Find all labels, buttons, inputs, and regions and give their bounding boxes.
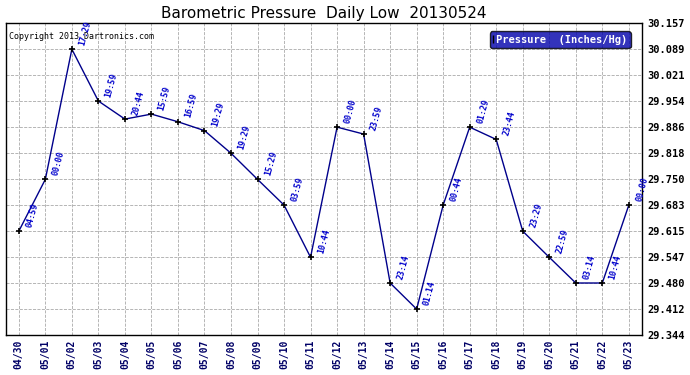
Text: 23:14: 23:14 — [395, 254, 411, 280]
Text: 00:00: 00:00 — [343, 98, 358, 124]
Text: 15:59: 15:59 — [157, 85, 172, 111]
Text: 23:59: 23:59 — [369, 105, 384, 131]
Text: 01:29: 01:29 — [475, 98, 491, 124]
Text: 00:00: 00:00 — [634, 176, 649, 202]
Text: 03:14: 03:14 — [582, 254, 596, 280]
Text: 20:44: 20:44 — [130, 90, 146, 116]
Text: 15:29: 15:29 — [263, 150, 278, 177]
Text: 10:44: 10:44 — [608, 254, 623, 280]
Text: 10:44: 10:44 — [316, 228, 331, 255]
Text: 04:59: 04:59 — [24, 202, 39, 228]
Text: 16:59: 16:59 — [184, 93, 199, 119]
Text: 03:59: 03:59 — [290, 176, 305, 202]
Text: 19:29: 19:29 — [210, 101, 225, 128]
Title: Barometric Pressure  Daily Low  20130524: Barometric Pressure Daily Low 20130524 — [161, 6, 486, 21]
Legend: Pressure  (Inches/Hg): Pressure (Inches/Hg) — [490, 32, 631, 48]
Text: 00:00: 00:00 — [51, 150, 66, 177]
Text: 19:59: 19:59 — [104, 72, 119, 98]
Text: 19:29: 19:29 — [237, 124, 252, 150]
Text: 17:29: 17:29 — [77, 20, 92, 46]
Text: 22:59: 22:59 — [555, 228, 570, 255]
Text: 01:14: 01:14 — [422, 280, 437, 306]
Text: 00:44: 00:44 — [448, 176, 464, 202]
Text: 23:44: 23:44 — [502, 110, 517, 136]
Text: 23:29: 23:29 — [529, 202, 544, 228]
Text: Copyright 2013 Dartronics.com: Copyright 2013 Dartronics.com — [9, 33, 154, 42]
